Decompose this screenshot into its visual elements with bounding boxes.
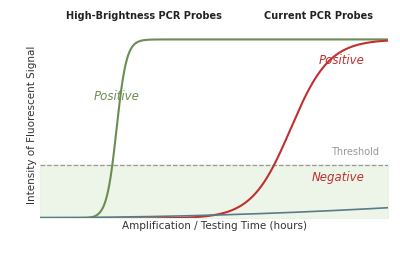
X-axis label: Amplification / Testing Time (hours): Amplification / Testing Time (hours): [122, 221, 306, 231]
Text: High-Brightness PCR Probes: High-Brightness PCR Probes: [66, 11, 222, 21]
Text: Positive: Positive: [94, 90, 140, 103]
Text: Negative: Negative: [312, 171, 364, 184]
Text: Threshold: Threshold: [330, 147, 378, 156]
Text: Positive: Positive: [318, 54, 364, 67]
Text: Current PCR Probes: Current PCR Probes: [264, 11, 373, 21]
Y-axis label: Intensity of Fluorescent Signal: Intensity of Fluorescent Signal: [27, 45, 37, 204]
